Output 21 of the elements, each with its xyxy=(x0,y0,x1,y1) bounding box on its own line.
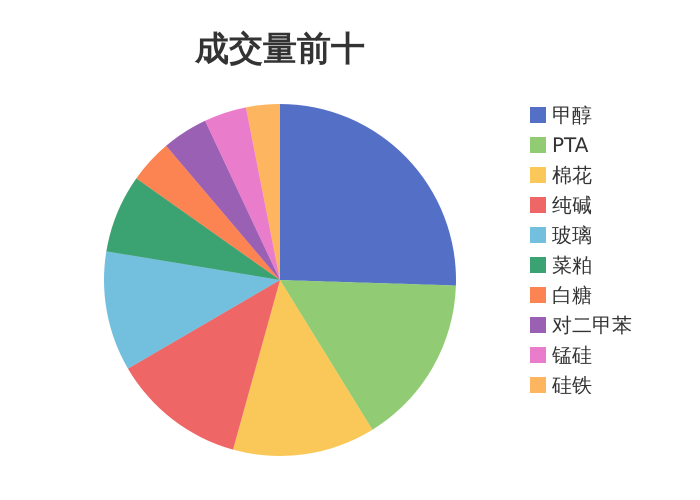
legend-label: 甲醇 xyxy=(552,102,592,128)
legend-label: 菜粕 xyxy=(552,252,592,278)
legend-label: 纯碱 xyxy=(552,192,592,218)
pie-slice xyxy=(104,251,280,369)
pie-slice xyxy=(166,120,280,280)
chart-title: 成交量前十 xyxy=(194,29,365,69)
legend-label: 锰硅 xyxy=(552,342,592,368)
pie-slice xyxy=(205,107,280,280)
legend-label: 对二甲苯 xyxy=(552,312,632,338)
pie-slice xyxy=(280,104,456,286)
legend-label: PTA xyxy=(552,132,588,158)
legend-label: 白糖 xyxy=(552,282,592,308)
pie-slice xyxy=(136,146,280,280)
legend-label: 硅铁 xyxy=(552,372,592,398)
pie-slice xyxy=(280,280,456,430)
legend-label: 棉花 xyxy=(552,162,592,188)
pie-slice xyxy=(106,178,280,280)
pie-slice xyxy=(246,104,280,280)
pie-slice xyxy=(128,280,280,450)
legend-label: 玻璃 xyxy=(552,222,592,248)
pie-slice xyxy=(233,280,372,456)
